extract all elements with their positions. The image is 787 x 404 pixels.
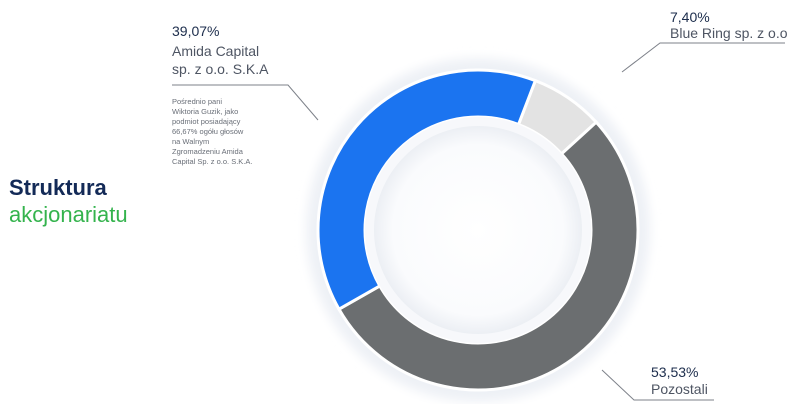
slice-note-amida: Pośrednio pani Wiktoria Guzik, jako podm… [172,97,252,166]
slice-note-amida-line-7: Capital Sp. z o.o. S.K.A. [172,157,252,166]
chart-title: Struktura akcjonariatu [9,174,209,228]
slice-label-blue-ring-percent: 7,40% [670,9,710,25]
leader-line-blue-ring [621,42,785,73]
slice-label-amida-name-1: Amida Capital [172,43,259,59]
slice-label-amida-name-2: sp. z o.o. S.K.A [172,61,269,77]
slice-label-amida-percent: 39,07% [172,23,219,39]
slice-note-amida-line-2: Wiktoria Guzik, jako [172,107,238,116]
chart-title-line-2: akcjonariatu [9,202,128,227]
slice-note-amida-line-5: na Walnym [172,137,209,146]
slice-label-pozostali-percent: 53,53% [651,364,698,380]
donut-hole [374,126,582,334]
slice-note-amida-line-3: podmiot posiadający [172,117,241,126]
slice-note-amida-line-6: Zgromadzeniu Amida [172,147,244,156]
slice-note-amida-line-1: Pośrednio pani [172,97,222,106]
slice-label-pozostali-name: Pozostali [651,381,708,397]
leader-line-pozostali [601,369,714,401]
chart-title-line-1: Struktura [9,175,107,200]
slice-note-amida-line-4: 66,67% ogółu głosów [172,127,244,136]
leader-line-amida [172,84,319,121]
slice-label-blue-ring-name: Blue Ring sp. z o.o. [670,25,787,41]
